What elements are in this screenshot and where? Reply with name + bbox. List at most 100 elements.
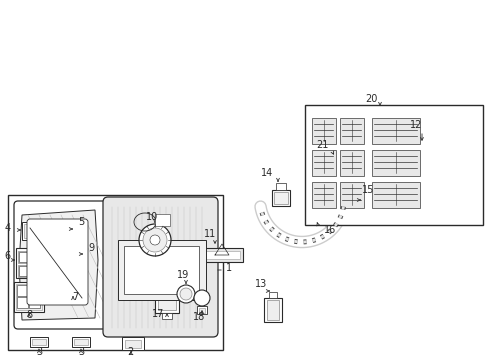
Bar [75,275,83,284]
Bar [74,339,88,345]
Bar [44,225,50,233]
Bar [62,272,84,296]
Bar [32,339,46,345]
Text: 12: 12 [409,120,421,130]
Bar [195,248,243,262]
Bar [419,161,427,173]
Bar [16,248,42,278]
Bar [18,251,40,263]
Bar [271,190,289,206]
Bar [155,214,170,226]
Bar [311,150,335,176]
Bar [16,284,42,310]
Text: 1: 1 [225,263,232,273]
Bar [30,252,38,262]
Bar [64,248,78,262]
Bar [198,251,240,259]
Polygon shape [19,210,98,320]
FancyBboxPatch shape [103,197,218,337]
Bar [8,195,223,350]
Bar [266,300,279,320]
Text: 3: 3 [78,347,84,357]
Bar [64,274,82,294]
Bar [30,337,48,347]
Bar [18,265,40,277]
Bar [19,252,29,262]
Bar [411,148,437,158]
Text: 7: 7 [72,292,78,302]
Bar [24,224,40,238]
Bar [50,221,72,239]
Bar [75,285,83,293]
Bar [339,182,363,208]
Bar [30,266,38,276]
Bar [52,223,70,237]
Bar [417,159,429,175]
Bar [264,298,282,322]
Bar [311,118,335,144]
Text: 5: 5 [78,217,84,227]
Bar [62,246,80,264]
Bar [268,292,276,298]
Text: 14: 14 [260,168,273,178]
Bar [362,197,369,205]
Text: 8: 8 [26,310,32,320]
Bar [60,244,82,266]
Text: 11: 11 [203,229,216,239]
Bar [42,226,48,234]
Bar [348,195,358,207]
FancyBboxPatch shape [14,201,110,329]
Text: 3: 3 [36,347,42,357]
Text: 16: 16 [323,225,335,235]
Text: 2: 2 [126,347,133,357]
Bar [275,183,285,190]
Bar [371,150,419,176]
Bar [122,337,143,350]
Bar [339,150,363,176]
Text: 21: 21 [315,140,327,150]
Bar [336,195,346,207]
Bar [155,293,179,313]
Text: 9: 9 [88,243,94,253]
Circle shape [150,235,160,245]
Bar [17,285,28,296]
Text: 20: 20 [364,94,376,104]
Bar [273,192,287,204]
Text: 17: 17 [151,309,164,319]
Bar [118,240,205,300]
Bar [158,296,176,310]
Circle shape [180,288,192,300]
Text: 4: 4 [5,223,11,233]
Text: 13: 13 [254,279,266,289]
Bar [339,118,363,144]
Bar [334,193,362,209]
Circle shape [139,224,171,256]
Bar [65,275,73,284]
Bar [199,308,204,313]
Bar [17,297,28,308]
Bar [65,285,73,293]
Bar [305,105,482,225]
Bar [72,337,90,347]
Bar [371,118,419,144]
Text: 15: 15 [361,185,374,195]
Bar [22,222,42,240]
Bar [125,340,141,348]
Bar [29,285,40,296]
Bar [162,313,172,319]
FancyBboxPatch shape [27,219,88,305]
Circle shape [142,228,167,252]
Circle shape [177,285,195,303]
Bar [14,282,44,312]
Bar [29,297,40,308]
Bar [371,182,419,208]
Text: 19: 19 [177,270,189,280]
Bar [311,182,335,208]
Text: 10: 10 [145,212,158,222]
Bar [19,266,29,276]
Circle shape [194,290,209,306]
Bar [197,306,206,314]
Bar [124,246,199,294]
Text: 18: 18 [192,312,204,322]
Text: 6: 6 [4,251,10,261]
